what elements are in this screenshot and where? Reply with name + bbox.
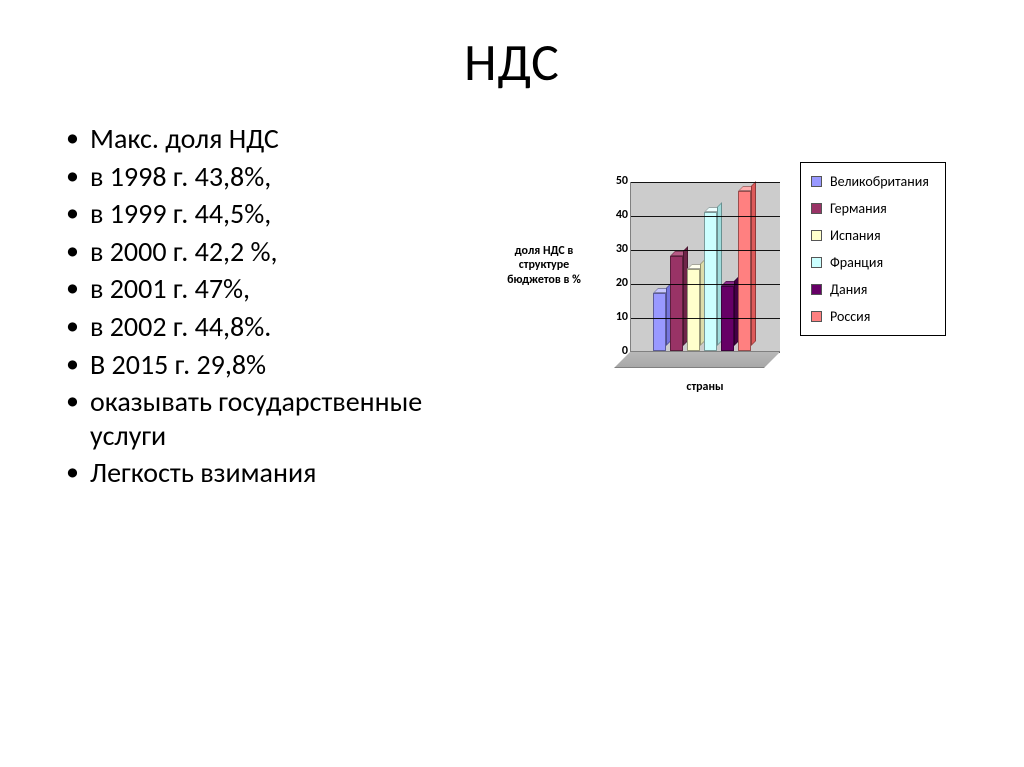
- legend-item: Германия: [811, 200, 929, 217]
- legend-label: Испания: [830, 227, 881, 244]
- ytick-label: 10: [606, 310, 628, 324]
- grid-line: [631, 250, 780, 251]
- legend-swatch: [811, 230, 822, 241]
- ytick-label: 0: [606, 344, 628, 358]
- grid-line: [631, 182, 780, 183]
- legend-label: Дания: [830, 281, 867, 298]
- grid-line: [631, 284, 780, 285]
- legend-swatch: [811, 284, 822, 295]
- list-item: в 1998 г. 43,8%,: [60, 160, 490, 194]
- legend-label: Германия: [830, 200, 887, 217]
- legend-swatch: [811, 176, 822, 187]
- page-title: НДС: [60, 30, 964, 94]
- chart-floor: [614, 352, 780, 368]
- legend-item: Великобритания: [811, 173, 929, 190]
- grid-line: [631, 318, 780, 319]
- bar-3: [704, 212, 717, 351]
- legend-item: Франция: [811, 254, 929, 271]
- grid-line: [631, 216, 780, 217]
- legend-swatch: [811, 203, 822, 214]
- legend-swatch: [811, 311, 822, 322]
- chart-xlabel: страны: [630, 380, 780, 394]
- list-item: Легкость взимания: [60, 456, 490, 490]
- list-item: оказывать государственные услуги: [60, 385, 490, 452]
- legend-label: Франция: [830, 254, 883, 271]
- list-item: в 2001 г. 47%,: [60, 272, 490, 306]
- ytick-label: 20: [606, 276, 628, 290]
- list-item: в 2000 г. 42,2 %,: [60, 235, 490, 269]
- bar-2: [687, 269, 700, 351]
- ytick-label: 40: [606, 208, 628, 222]
- bar-1: [670, 256, 683, 351]
- ytick-label: 50: [606, 174, 628, 188]
- list-item: в 2002 г. 44,8%.: [60, 310, 490, 344]
- chart-legend: Великобритания Германия Испания Франция Дани…: [800, 162, 946, 336]
- legend-swatch: [811, 257, 822, 268]
- bullet-list: Макс. доля НДС в 1998 г. 43,8%,в 1999 г. …: [60, 122, 490, 494]
- ytick-label: 30: [606, 242, 628, 256]
- legend-item: Испания: [811, 227, 929, 244]
- legend-label: Россия: [830, 308, 870, 325]
- list-item: в 1999 г. 44,5%,: [60, 197, 490, 231]
- legend-item: Россия: [811, 308, 929, 325]
- legend-item: Дания: [811, 281, 929, 298]
- list-item: В 2015 г. 29,8%: [60, 348, 490, 382]
- chart-ylabel: доля НДС в структуре бюджетов в %: [494, 244, 594, 287]
- bar-0: [653, 293, 666, 351]
- legend-label: Великобритания: [830, 173, 929, 190]
- list-item: Макс. доля НДС: [60, 122, 490, 156]
- chart-plot-area: [630, 182, 780, 352]
